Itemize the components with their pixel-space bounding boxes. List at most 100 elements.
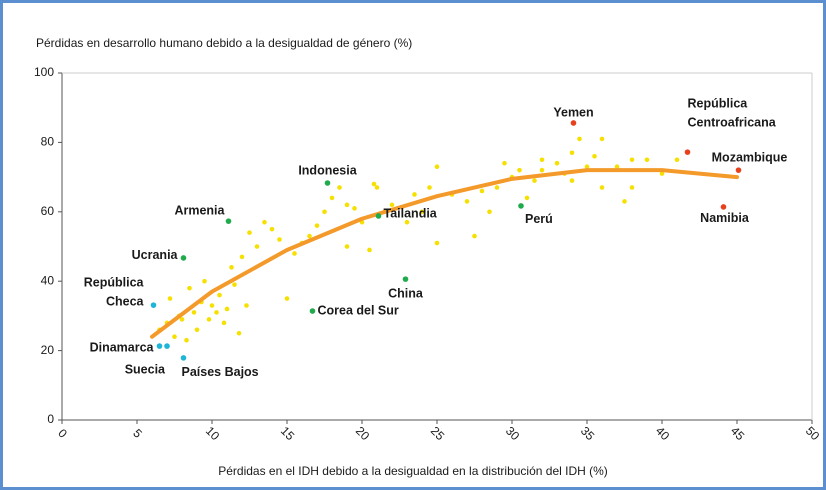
labeled-point bbox=[402, 276, 409, 282]
point bbox=[247, 230, 252, 235]
point-label: Dinamarca bbox=[90, 340, 155, 354]
point bbox=[494, 185, 500, 190]
labeled-point bbox=[309, 308, 316, 314]
point bbox=[599, 185, 605, 190]
point bbox=[404, 219, 410, 225]
point bbox=[232, 282, 237, 287]
point bbox=[344, 202, 350, 208]
point bbox=[202, 278, 207, 284]
point bbox=[184, 337, 189, 343]
labeled-point bbox=[375, 213, 382, 219]
point bbox=[644, 157, 650, 163]
labeled-point bbox=[164, 343, 170, 349]
point bbox=[172, 334, 177, 340]
point bbox=[179, 317, 185, 322]
point bbox=[517, 167, 522, 173]
point-label: Checa bbox=[106, 294, 145, 308]
point-label: Tailandia bbox=[384, 206, 438, 220]
point-label: Namibia bbox=[700, 211, 750, 225]
point bbox=[187, 285, 192, 291]
point bbox=[434, 240, 440, 246]
labeled-point bbox=[735, 167, 742, 173]
y-tick-label: 60 bbox=[41, 204, 55, 218]
point-label: Países Bajos bbox=[182, 365, 259, 379]
y-tick-label: 100 bbox=[34, 65, 54, 79]
point bbox=[236, 330, 242, 336]
point bbox=[479, 188, 485, 194]
point bbox=[419, 209, 425, 215]
point bbox=[629, 157, 635, 163]
point-label: Centroafricana bbox=[688, 115, 777, 129]
point bbox=[229, 265, 234, 270]
point bbox=[464, 199, 470, 204]
labeled-point bbox=[684, 149, 691, 155]
point bbox=[622, 199, 627, 204]
point bbox=[412, 192, 417, 197]
labeled-point bbox=[720, 204, 727, 210]
point bbox=[239, 254, 245, 260]
trend-line bbox=[150, 168, 739, 339]
point bbox=[277, 237, 282, 242]
y-tick-label: 80 bbox=[41, 135, 55, 149]
labeled-point bbox=[518, 203, 524, 209]
point-label: Suecia bbox=[125, 362, 166, 376]
point-label: Ucrania bbox=[132, 248, 179, 262]
point bbox=[659, 171, 665, 176]
point bbox=[487, 209, 492, 215]
y-axis-title: Pérdidas en desarrollo humano debido a l… bbox=[36, 36, 412, 50]
point-label: República bbox=[84, 275, 145, 289]
y-tick-label: 20 bbox=[41, 343, 55, 357]
point bbox=[629, 185, 635, 190]
point-label: Corea del Sur bbox=[318, 303, 399, 317]
point bbox=[191, 310, 197, 315]
labeled-point bbox=[180, 355, 187, 361]
point bbox=[292, 251, 297, 256]
point bbox=[584, 164, 590, 169]
point bbox=[307, 233, 312, 239]
point bbox=[502, 160, 507, 166]
labeled-point bbox=[324, 180, 331, 186]
point bbox=[367, 247, 372, 253]
point bbox=[389, 202, 395, 208]
point-label: Yemen bbox=[553, 105, 593, 119]
point-label: China bbox=[388, 286, 424, 300]
point bbox=[532, 178, 537, 183]
point bbox=[472, 233, 477, 239]
point bbox=[539, 157, 545, 163]
point bbox=[569, 178, 575, 183]
point bbox=[262, 219, 267, 225]
point bbox=[329, 195, 335, 201]
point bbox=[371, 181, 377, 187]
point bbox=[284, 296, 290, 301]
point bbox=[539, 167, 545, 173]
point bbox=[214, 310, 219, 315]
point bbox=[167, 296, 173, 301]
point bbox=[614, 164, 620, 169]
point bbox=[599, 136, 605, 142]
point bbox=[434, 164, 440, 169]
point bbox=[209, 303, 215, 308]
point bbox=[674, 157, 680, 163]
point bbox=[254, 244, 260, 249]
point bbox=[337, 185, 342, 190]
labeled-point bbox=[225, 218, 232, 224]
point bbox=[269, 226, 275, 232]
y-tick-label: 0 bbox=[47, 412, 54, 426]
point-label: Perú bbox=[525, 212, 553, 226]
labeled-point bbox=[156, 343, 163, 349]
point bbox=[427, 185, 432, 190]
point bbox=[344, 244, 350, 249]
point bbox=[206, 317, 212, 322]
labeled-point bbox=[150, 302, 157, 308]
point bbox=[577, 136, 582, 142]
point-label: República bbox=[688, 96, 749, 110]
point bbox=[524, 195, 530, 201]
point bbox=[322, 209, 327, 215]
point-label: Indonesia bbox=[298, 163, 357, 177]
point bbox=[314, 223, 320, 228]
point-label: Armenia bbox=[174, 203, 225, 217]
point bbox=[217, 292, 222, 298]
point bbox=[244, 303, 249, 308]
point bbox=[374, 185, 380, 190]
